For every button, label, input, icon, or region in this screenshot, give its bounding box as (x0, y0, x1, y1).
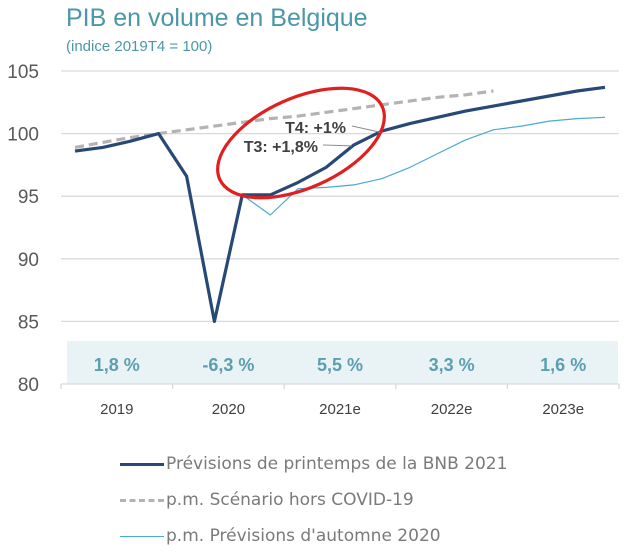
y-tick-label: 85 (18, 312, 39, 333)
y-tick-label: 95 (18, 187, 39, 208)
growth-label: 5,5 % (317, 355, 363, 375)
growth-label: 3,3 % (429, 355, 475, 375)
legend-item-no-covid: p.m. Scénario hors COVID-19 (120, 482, 507, 518)
x-axis: 2019 2020 2021e 2022e 2023e (61, 384, 619, 418)
legend-swatch-thin-blue-icon (120, 536, 164, 537)
annotation-leader-line (352, 126, 380, 132)
growth-label: 1,8 % (94, 355, 140, 375)
y-axis-ticks: 80 85 90 95 100 105 (7, 62, 39, 396)
growth-label: -6,3 % (202, 355, 254, 375)
x-tick-label: 2020 (212, 401, 245, 418)
y-tick-label: 105 (7, 62, 39, 83)
gridlines (61, 71, 619, 321)
y-tick-label: 80 (18, 375, 39, 396)
annotation-label: T4: +1% (285, 120, 346, 137)
x-tick-label: 2022e (431, 401, 473, 418)
growth-label: 1,6 % (540, 355, 586, 375)
legend-item-spring: Prévisions de printemps de la BNB 2021 (120, 446, 507, 482)
annotation-label: T3: +1,8% (244, 139, 318, 156)
legend-label: p.m. Prévisions d'automne 2020 (166, 526, 441, 546)
growth-band: 1,8 % -6,3 % 5,5 % 3,3 % 1,6 % (67, 341, 618, 384)
legend: Prévisions de printemps de la BNB 2021 p… (120, 446, 507, 554)
legend-label: p.m. Scénario hors COVID-19 (166, 490, 414, 510)
x-tick-label: 2021e (319, 401, 361, 418)
annotations: T4: +1% T3: +1,8% (201, 66, 400, 221)
annotation-leader-line (323, 145, 352, 146)
legend-label: Prévisions de printemps de la BNB 2021 (166, 454, 507, 474)
legend-item-autumn: p.m. Prévisions d'automne 2020 (120, 518, 507, 554)
y-tick-label: 100 (7, 125, 39, 146)
x-tick-label: 2023e (542, 401, 584, 418)
chart-plot: 1,8 % -6,3 % 5,5 % 3,3 % 1,6 % 80 85 90 95 100 10… (0, 0, 632, 440)
legend-swatch-solid-dark-icon (120, 463, 164, 466)
x-tick-label: 2019 (100, 401, 133, 418)
y-tick-label: 90 (18, 250, 39, 271)
legend-swatch-dashed-gray-icon (120, 499, 164, 502)
